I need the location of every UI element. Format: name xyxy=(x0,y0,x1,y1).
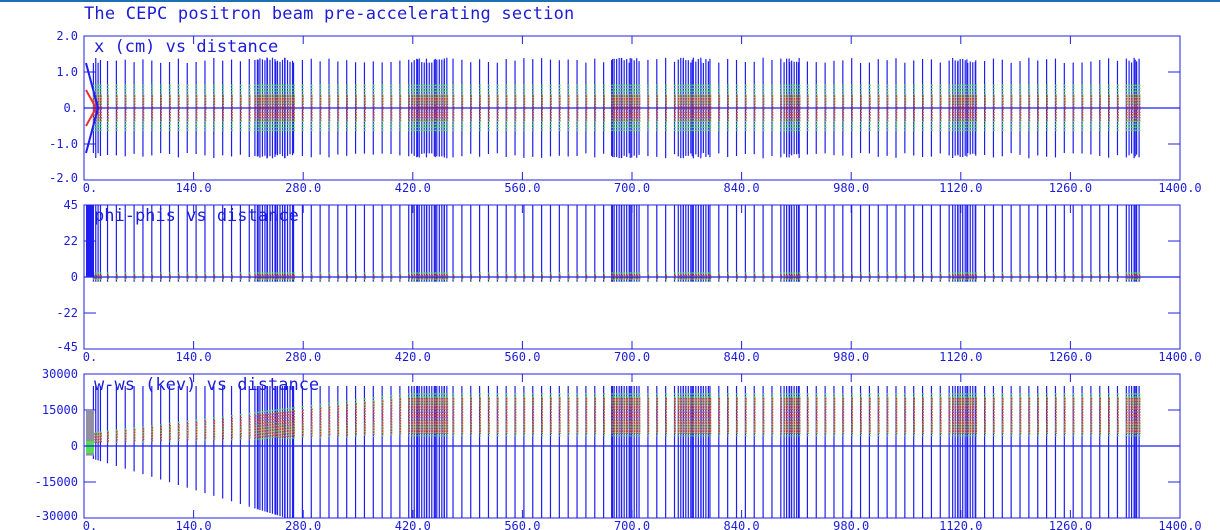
x-tick-label: 1120.0 xyxy=(939,519,982,530)
x-tick-label: 1400.0 xyxy=(1158,519,1201,530)
x-tick-label: 140.0 xyxy=(176,350,212,364)
x-tick-label: 280.0 xyxy=(285,350,321,364)
y-tick-label: -2.0 xyxy=(49,171,78,185)
x-tick-label: 980.0 xyxy=(833,181,869,195)
x-tick-label: 700.0 xyxy=(614,519,650,530)
y-tick-label: -30000 xyxy=(35,509,78,523)
y-tick-label: 1.0 xyxy=(56,65,78,79)
y-tick-label: 0 xyxy=(71,270,78,284)
page-title: The CEPC positron beam pre-accelerating … xyxy=(84,4,575,24)
y-tick-label: 0 xyxy=(71,439,78,453)
x-tick-label: 0. xyxy=(83,519,97,530)
x-tick-label: 1120.0 xyxy=(939,181,982,195)
x-tick-label: 0. xyxy=(83,350,97,364)
injection-blob xyxy=(86,410,94,456)
injection-blob xyxy=(86,205,94,277)
y-tick-label: 2.0 xyxy=(56,29,78,43)
y-tick-label: 22 xyxy=(64,234,78,248)
y-tick-label: -45 xyxy=(56,340,78,354)
panel-2: 45 22 0 -22 -45 0. 140.0 280.0 420.0 560.0 700.0 84… xyxy=(56,198,1201,364)
y-tick-label: 0. xyxy=(64,101,78,115)
x-tick-label: 1120.0 xyxy=(939,350,982,364)
y-tick-label: 15000 xyxy=(42,403,78,417)
top-accent-bar xyxy=(0,0,1220,2)
x-tick-label: 280.0 xyxy=(285,519,321,530)
panel-3: 30000 15000 0 -15000 -30000 0. 140.0 280.0 420.0… xyxy=(35,367,1202,530)
panel-title: x (cm) vs distance xyxy=(94,37,278,57)
x-tick-label: 560.0 xyxy=(504,519,540,530)
y-tick-label: -15000 xyxy=(35,475,78,489)
x-tick-label: 980.0 xyxy=(833,350,869,364)
y-tick-label: -1.0 xyxy=(49,137,78,151)
y-tick-label: 30000 xyxy=(42,367,78,381)
x-tick-label: 420.0 xyxy=(395,350,431,364)
x-tick-label: 1260.0 xyxy=(1049,519,1092,530)
x-tick-label: 1260.0 xyxy=(1049,350,1092,364)
x-tick-label: 1400.0 xyxy=(1158,350,1201,364)
x-tick-label: 140.0 xyxy=(176,519,212,530)
x-tick-label: 980.0 xyxy=(833,519,869,530)
x-tick-label: 840.0 xyxy=(724,519,760,530)
injection-core xyxy=(86,441,94,454)
panel-1: 2.0 1.0 0. -1.0 -2.0 0. 140.0 280.0 420.0 560.0 70… xyxy=(49,29,1202,195)
x-tick-label: 560.0 xyxy=(504,350,540,364)
x-tick-label: 0. xyxy=(83,181,97,195)
x-tick-label: 700.0 xyxy=(614,181,650,195)
x-tick-label: 840.0 xyxy=(724,181,760,195)
x-tick-label: 700.0 xyxy=(614,350,650,364)
x-tick-label: 1400.0 xyxy=(1158,181,1201,195)
x-tick-label: 1260.0 xyxy=(1049,181,1092,195)
y-tick-label: 45 xyxy=(64,198,78,212)
x-tick-label: 840.0 xyxy=(724,350,760,364)
x-tick-label: 140.0 xyxy=(176,181,212,195)
x-tick-label: 280.0 xyxy=(285,181,321,195)
x-tick-label: 560.0 xyxy=(504,181,540,195)
x-tick-label: 420.0 xyxy=(395,181,431,195)
y-tick-label: -22 xyxy=(56,306,78,320)
x-tick-label: 420.0 xyxy=(395,519,431,530)
